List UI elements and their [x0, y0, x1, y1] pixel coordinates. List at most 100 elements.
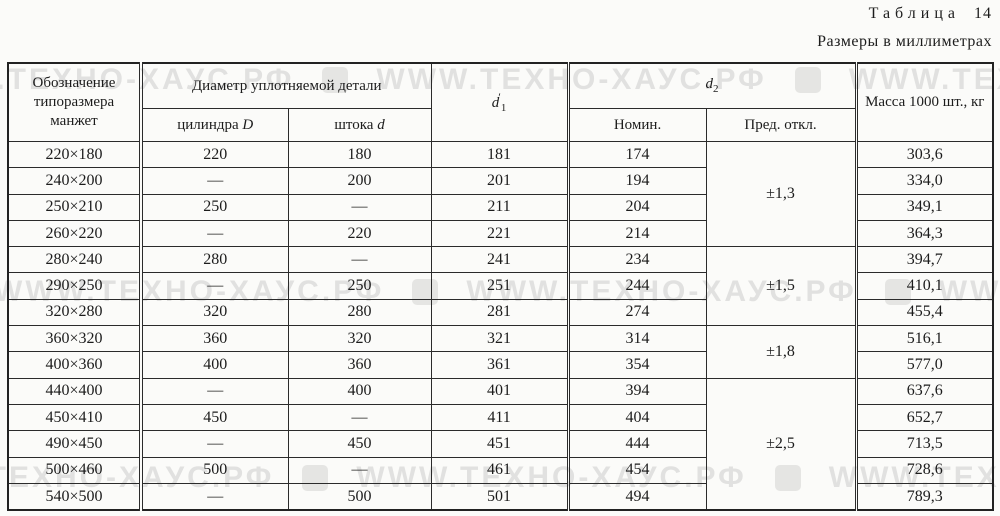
table-caption-word: Таблица — [868, 5, 960, 22]
table-row: 540×500—500 501 494 789,3 — [7, 482, 994, 511]
designation-cell: 260×220 — [7, 219, 142, 248]
cylinder-diameter-cell: 400 — [139, 351, 289, 379]
rod-label: штока — [334, 116, 374, 133]
rod-diameter-cell: — — [287, 456, 432, 484]
mass-cell: 789,3 — [854, 482, 994, 511]
cylinder-diameter-cell: 280 — [139, 246, 289, 274]
rod-diameter-cell: 250 — [287, 272, 432, 300]
d1-prime: ′ — [498, 89, 501, 104]
d1-cell: 211 — [430, 193, 569, 221]
designation-cell: 450×410 — [7, 403, 142, 432]
rod-diameter-cell: 400 — [287, 377, 432, 405]
designation-cell: 400×360 — [7, 351, 142, 379]
nominal-cell: 214 — [566, 219, 707, 248]
nominal-cell: 194 — [566, 167, 707, 195]
table-caption: Таблица 14 — [869, 5, 992, 23]
mass-cell: 410,1 — [854, 272, 994, 300]
table-caption-number: 14 — [974, 5, 992, 22]
deviation-cell: ±1,3 — [705, 140, 857, 248]
cylinder-diameter-cell: — — [139, 430, 289, 458]
nominal-cell: 394 — [566, 377, 707, 405]
mass-cell: 637,6 — [854, 377, 994, 405]
table-row: 360×320 360 320 321 314 ±1,8 516,1 — [7, 325, 994, 379]
d1-cell: 221 — [430, 219, 569, 248]
header-rod: штока d — [287, 108, 432, 142]
nominal-cell: 274 — [566, 298, 707, 327]
cylinder-symbol: D — [242, 116, 254, 133]
cylinder-diameter-cell: 320 — [139, 298, 289, 327]
d1-cell: 241 — [430, 246, 569, 274]
cylinder-diameter-cell: — — [139, 272, 289, 300]
rod-diameter-cell: 450 — [287, 430, 432, 458]
header-deviation: Пред. откл. — [705, 108, 857, 142]
nominal-cell: 204 — [566, 193, 707, 221]
table-row: 240×200—200 201 194 334,0 — [7, 167, 994, 195]
cylinder-diameter-cell: — — [139, 219, 289, 248]
header-diameter-group: Диаметр уплотняемой детали — [138, 62, 432, 109]
nominal-cell: 234 — [566, 246, 707, 274]
rod-diameter-cell: 500 — [287, 482, 432, 511]
d1-cell: 201 — [430, 167, 569, 195]
cylinder-diameter-cell: — — [139, 167, 289, 195]
d1-cell: 451 — [430, 430, 569, 458]
cylinder-diameter-cell: — — [139, 377, 289, 405]
designation-cell: 360×320 — [7, 325, 142, 353]
mass-cell: 713,5 — [854, 430, 994, 458]
table-row: 440×400—400 401 394 ±2,5 637,6 — [7, 377, 994, 511]
header-designation: Обозначение типоразмера манжет — [7, 62, 142, 142]
d1-cell: 401 — [430, 377, 569, 405]
designation-cell: 280×240 — [7, 246, 142, 274]
d2-symbol: d — [705, 76, 714, 93]
header-cylinder: цилиндра D — [139, 108, 289, 142]
d1-symbol: d — [491, 94, 500, 111]
designation-cell: 540×500 — [7, 482, 142, 511]
rod-diameter-cell: — — [287, 403, 432, 432]
cylinder-diameter-cell: 250 — [139, 193, 289, 221]
deviation-cell: ±1,8 — [705, 325, 857, 379]
rod-diameter-cell: 320 — [287, 325, 432, 353]
designation-cell: 220×180 — [7, 140, 142, 169]
designation-cell: 500×460 — [7, 456, 142, 484]
header-nominal: Номин. — [566, 108, 707, 142]
rod-symbol: d — [377, 116, 385, 133]
rod-diameter-cell: 220 — [287, 219, 432, 248]
table-row: 290×250—250 251 244 410,1 — [7, 272, 994, 300]
d1-cell: 251 — [430, 272, 569, 300]
nominal-cell: 494 — [566, 482, 707, 511]
header-d1: d′1 — [430, 62, 569, 142]
mass-cell: 364,3 — [854, 219, 994, 248]
d1-cell: 461 — [430, 456, 569, 484]
header-mass: Масса 1000 шт., кг — [854, 62, 994, 142]
nominal-cell: 244 — [566, 272, 707, 300]
d1-cell: 411 — [430, 403, 569, 432]
cylinder-diameter-cell: 220 — [139, 140, 289, 169]
cylinder-diameter-cell: 450 — [139, 403, 289, 432]
d1-cell: 321 — [430, 325, 569, 353]
deviation-cell: ±1,5 — [705, 246, 857, 327]
table-row: 500×460 500—461 454 728,6 — [7, 456, 994, 484]
mass-cell: 455,4 — [854, 298, 994, 327]
d1-cell: 361 — [430, 351, 569, 379]
table-row: 450×410 450—411 404 652,7 — [7, 403, 994, 432]
designation-cell: 440×400 — [7, 377, 142, 405]
table-row: 260×220—220 221 214 364,3 — [7, 219, 994, 248]
mass-cell: 652,7 — [854, 403, 994, 432]
table-row: 320×280 320 280 281 274 455,4 — [7, 298, 994, 327]
nominal-cell: 314 — [566, 325, 707, 353]
nominal-cell: 454 — [566, 456, 707, 484]
nominal-cell: 174 — [566, 140, 707, 169]
mass-cell: 394,7 — [854, 246, 994, 274]
units-note: Размеры в миллиметрах — [817, 33, 992, 50]
header-row-1: Обозначение типоразмера манжет Диаметр у… — [7, 62, 994, 142]
designation-cell: 490×450 — [7, 430, 142, 458]
mass-cell: 349,1 — [854, 193, 994, 221]
rod-diameter-cell: — — [287, 246, 432, 274]
nominal-cell: 354 — [566, 351, 707, 379]
d1-subscript: 1 — [500, 101, 507, 114]
designation-cell: 320×280 — [7, 298, 142, 327]
cuff-dimensions-table: Обозначение типоразмера манжет Диаметр у… — [7, 62, 995, 512]
table-row: 220×180 220 180 181 174 ±1,3 303,6 — [7, 140, 994, 248]
designation-cell: 250×210 — [7, 193, 142, 221]
mass-cell: 577,0 — [854, 351, 994, 379]
